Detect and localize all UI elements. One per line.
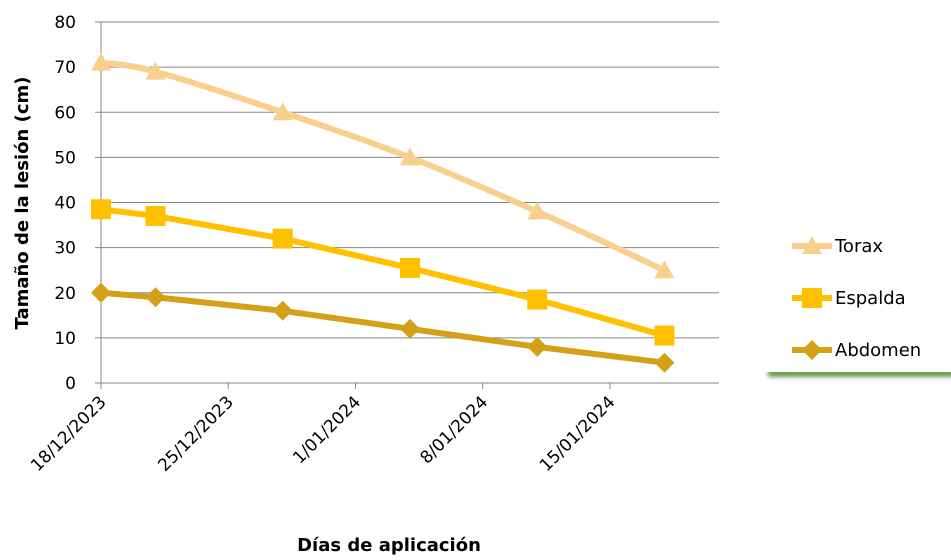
y-tick-label-3: 30 <box>54 239 76 259</box>
x-tick-labels: 18/12/2023 25/12/2023 1/01/2024 8/01/2024 15… <box>27 392 619 475</box>
legend-label-torax: Torax <box>834 236 883 257</box>
legend-marker-abdomen <box>802 340 822 360</box>
y-tick-label-5: 50 <box>54 148 76 168</box>
data-point-espalda-1 <box>145 206 166 227</box>
legend: Torax Espalda Abdomen <box>764 222 951 372</box>
y-tick-label-0: 0 <box>65 374 76 394</box>
y-tick-label-2: 20 <box>54 284 76 304</box>
legend-label-abdomen: Abdomen <box>835 340 921 361</box>
data-point-espalda-4 <box>527 289 548 310</box>
x-tick-label-4: 15/01/2024 <box>536 392 619 475</box>
data-point-abdomen-0 <box>91 282 111 303</box>
x-tick-label-1: 25/12/2023 <box>154 392 237 475</box>
series <box>91 52 675 373</box>
data-point-espalda-0 <box>91 199 111 220</box>
series-abdomen <box>91 282 675 373</box>
series-torax <box>91 52 675 279</box>
data-point-torax-3 <box>400 147 420 166</box>
legend-label-espalda: Espalda <box>835 288 906 309</box>
series-line-abdomen <box>98 289 668 366</box>
legend-item-torax: Torax <box>792 236 883 257</box>
legend-marker-espalda <box>802 288 822 308</box>
data-point-espalda-5 <box>654 325 675 346</box>
data-point-abdomen-2 <box>272 300 293 321</box>
data-point-torax-1 <box>145 61 166 80</box>
data-point-abdomen-3 <box>400 318 420 339</box>
data-point-espalda-3 <box>400 257 420 278</box>
legend-marker-torax <box>802 236 822 254</box>
x-tick-label-2: 1/01/2024 <box>289 392 365 468</box>
gridlines <box>101 21 719 339</box>
series-espalda <box>91 199 675 346</box>
y-tick-label-7: 70 <box>54 58 76 78</box>
data-point-espalda-2 <box>272 228 293 249</box>
y-tick-label-6: 60 <box>54 103 76 123</box>
data-point-abdomen-4 <box>527 336 548 357</box>
data-point-torax-0 <box>91 52 111 71</box>
y-axis-title: Tamaño de la lesión (cm) <box>12 77 33 330</box>
x-tick-label-3: 8/01/2024 <box>416 392 492 468</box>
data-point-abdomen-1 <box>145 287 166 308</box>
y-tick-label-4: 40 <box>54 194 76 214</box>
data-point-abdomen-5 <box>654 352 675 373</box>
x-axis-title: Días de aplicación <box>297 535 481 556</box>
data-point-torax-2 <box>272 102 293 121</box>
x-tick-label-0: 18/12/2023 <box>27 392 110 475</box>
y-tick-label-8: 80 <box>54 13 76 33</box>
y-tick-label-1: 10 <box>54 329 76 349</box>
series-line-torax <box>98 59 668 274</box>
y-tick-labels: 0 10 20 30 40 50 60 70 80 <box>54 13 76 394</box>
legend-item-abdomen: Abdomen <box>792 340 921 361</box>
data-point-torax-5 <box>654 260 675 279</box>
legend-item-espalda: Espalda <box>792 288 906 309</box>
data-point-torax-4 <box>527 201 548 220</box>
